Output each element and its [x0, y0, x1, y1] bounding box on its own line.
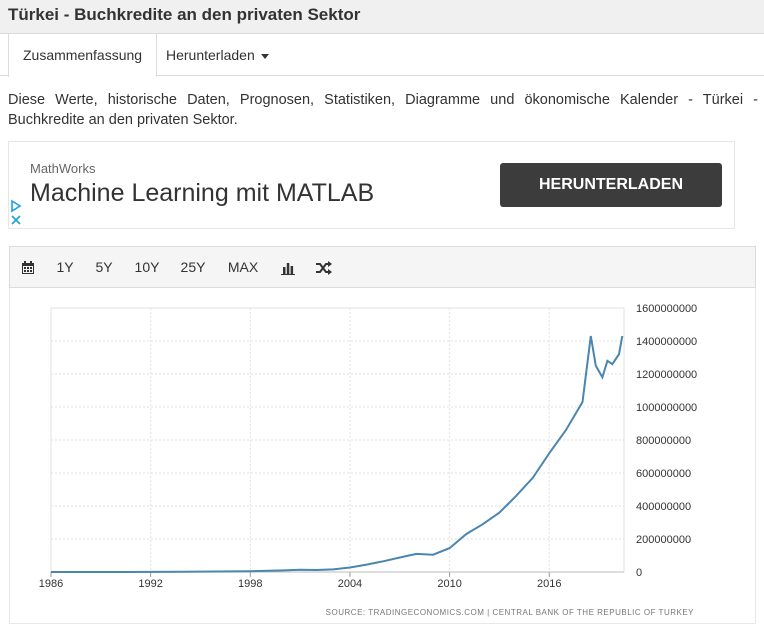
y-tick-label: 0	[636, 567, 642, 579]
x-tick-label: 2016	[537, 578, 561, 590]
chart-container: 1600000000 1400000000 1200000000 1000000000…	[9, 288, 756, 624]
caret-down-icon	[260, 53, 269, 59]
calendar-icon[interactable]	[18, 247, 38, 287]
x-tick-label: 2010	[437, 578, 461, 590]
page-title: Türkei - Buchkredite an den privaten Sek…	[8, 5, 361, 24]
range-1y-button[interactable]: 1Y	[56, 259, 74, 275]
y-tick-label: 1600000000	[636, 303, 697, 315]
ad-download-button[interactable]: HERUNTERLADEN	[500, 163, 722, 207]
tab-download[interactable]: Herunterladen	[152, 34, 283, 76]
tab-bar: Zusammenfassung Herunterladen	[0, 34, 764, 77]
x-axis-ticks: 1986 1992 1998 2004 2010 2016	[39, 578, 562, 590]
y-tick-label: 400000000	[636, 501, 691, 513]
x-tick-label: 1992	[138, 578, 162, 590]
adchoices-play-icon[interactable]	[10, 199, 22, 227]
chart-source: SOURCE: TRADINGECONOMICS.COM | CENTRAL B…	[326, 608, 694, 617]
ad-headline[interactable]: Machine Learning mit MATLAB	[30, 179, 375, 207]
tab-download-label: Herunterladen	[166, 47, 255, 63]
y-tick-label: 1400000000	[636, 336, 697, 348]
ad-banner[interactable]: MathWorks Machine Learning mit MATLAB HE…	[8, 141, 735, 229]
y-tick-label: 1000000000	[636, 402, 697, 414]
bar-chart-icon[interactable]	[278, 247, 298, 287]
title-bar: Türkei - Buchkredite an den privaten Sek…	[0, 0, 764, 34]
y-tick-label: 1200000000	[636, 369, 697, 381]
shuffle-icon[interactable]	[314, 247, 334, 287]
range-5y-button[interactable]: 5Y	[95, 259, 113, 275]
y-tick-label: 200000000	[636, 534, 691, 546]
ad-choices[interactable]	[10, 199, 22, 230]
y-tick-label: 600000000	[636, 468, 691, 480]
chart-grid	[50, 307, 625, 577]
line-chart: 1600000000 1400000000 1200000000 1000000000…	[39, 303, 697, 617]
y-axis-ticks: 1600000000 1400000000 1200000000 1000000000…	[636, 303, 697, 579]
tab-summary[interactable]: Zusammenfassung	[8, 34, 158, 77]
page-description: Diese Werte, historische Daten, Prognose…	[8, 92, 758, 128]
ad-brand: MathWorks	[30, 161, 96, 176]
y-tick-label: 800000000	[636, 435, 691, 447]
series-line	[51, 335, 624, 573]
close-icon	[11, 215, 21, 225]
x-tick-label: 2004	[338, 578, 362, 590]
range-25y-button[interactable]: 25Y	[180, 259, 206, 275]
x-tick-label: 1986	[39, 578, 63, 590]
chart-toolbar: 1Y 5Y 10Y 25Y MAX	[9, 246, 756, 288]
x-tick-label: 1998	[238, 578, 262, 590]
range-max-button[interactable]: MAX	[227, 259, 259, 275]
range-10y-button[interactable]: 10Y	[134, 259, 160, 275]
